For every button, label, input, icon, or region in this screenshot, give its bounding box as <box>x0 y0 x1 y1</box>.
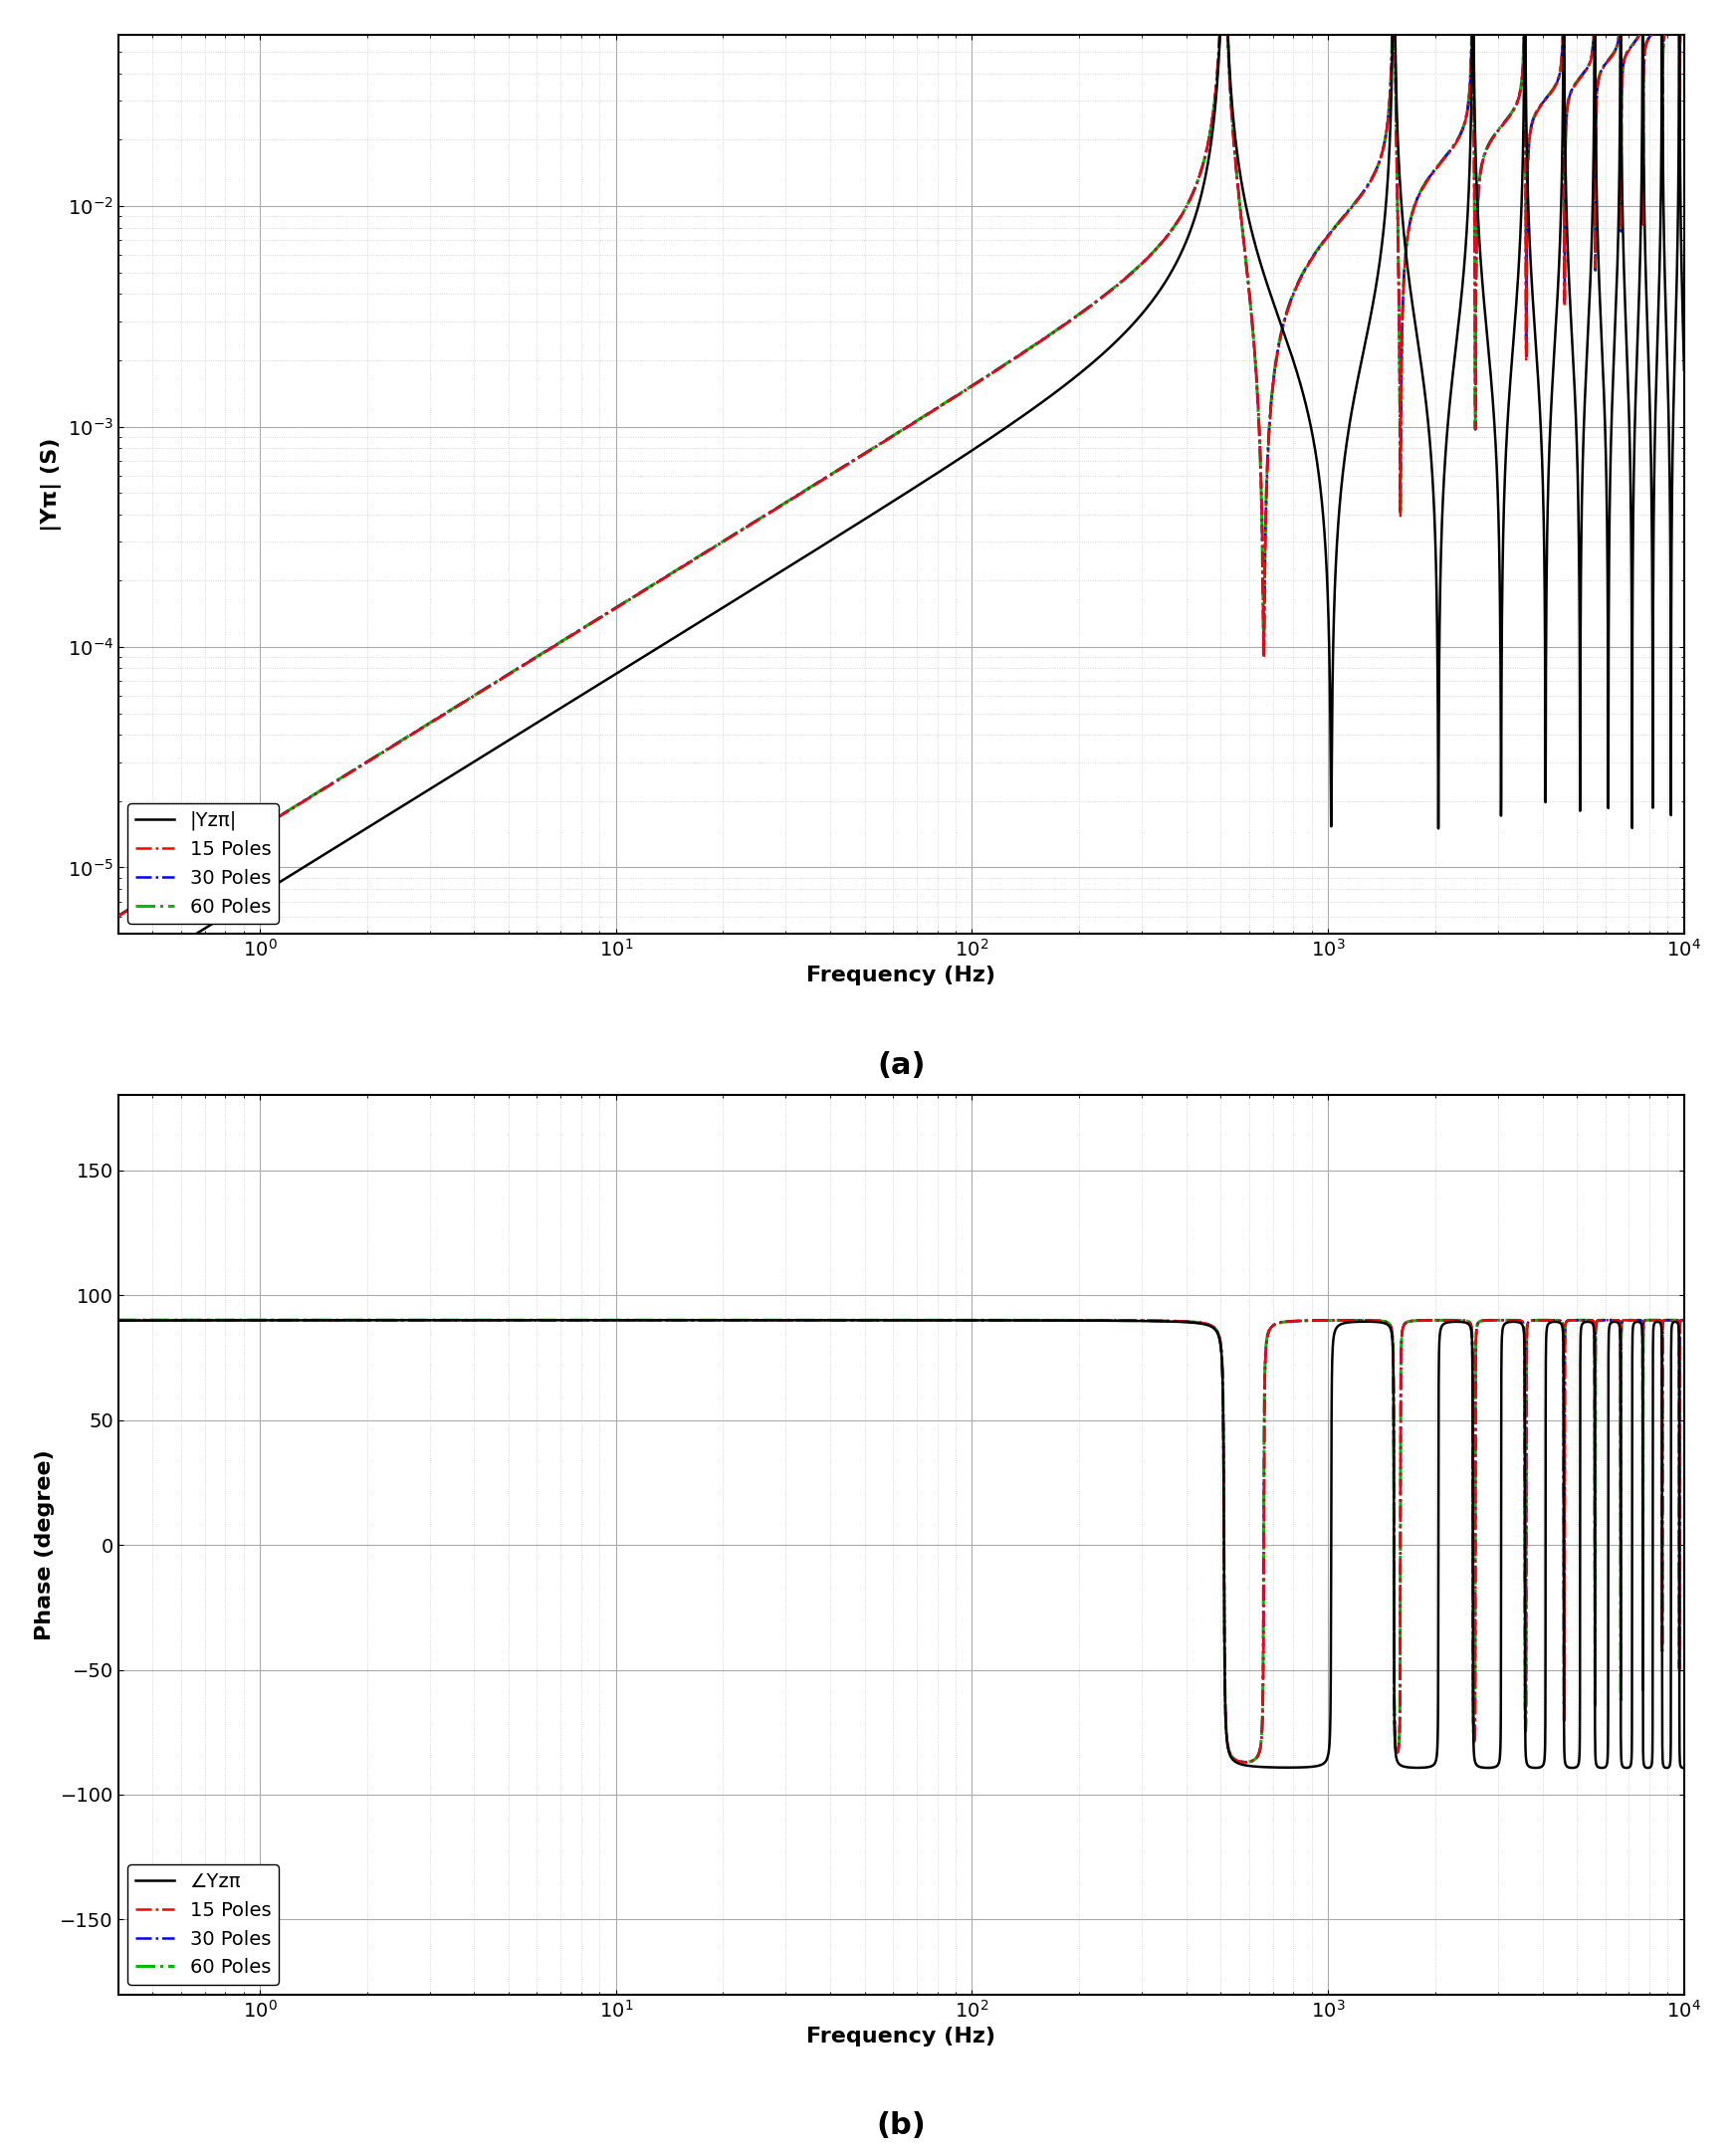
X-axis label: Frequency (Hz): Frequency (Hz) <box>807 966 996 985</box>
Legend: ∠Yzπ, 15 Poles, 30 Poles, 60 Poles: ∠Yzπ, 15 Poles, 30 Poles, 60 Poles <box>128 1865 279 1986</box>
Legend: |Yzπ|, 15 Poles, 30 Poles, 60 Poles: |Yzπ|, 15 Poles, 30 Poles, 60 Poles <box>128 804 279 925</box>
X-axis label: Frequency (Hz): Frequency (Hz) <box>807 2027 996 2046</box>
Text: (a): (a) <box>877 1050 925 1080</box>
Text: (b): (b) <box>877 2111 925 2141</box>
Y-axis label: |Yπ| (S): |Yπ| (S) <box>40 438 62 530</box>
Y-axis label: Phase (degree): Phase (degree) <box>35 1449 54 1641</box>
